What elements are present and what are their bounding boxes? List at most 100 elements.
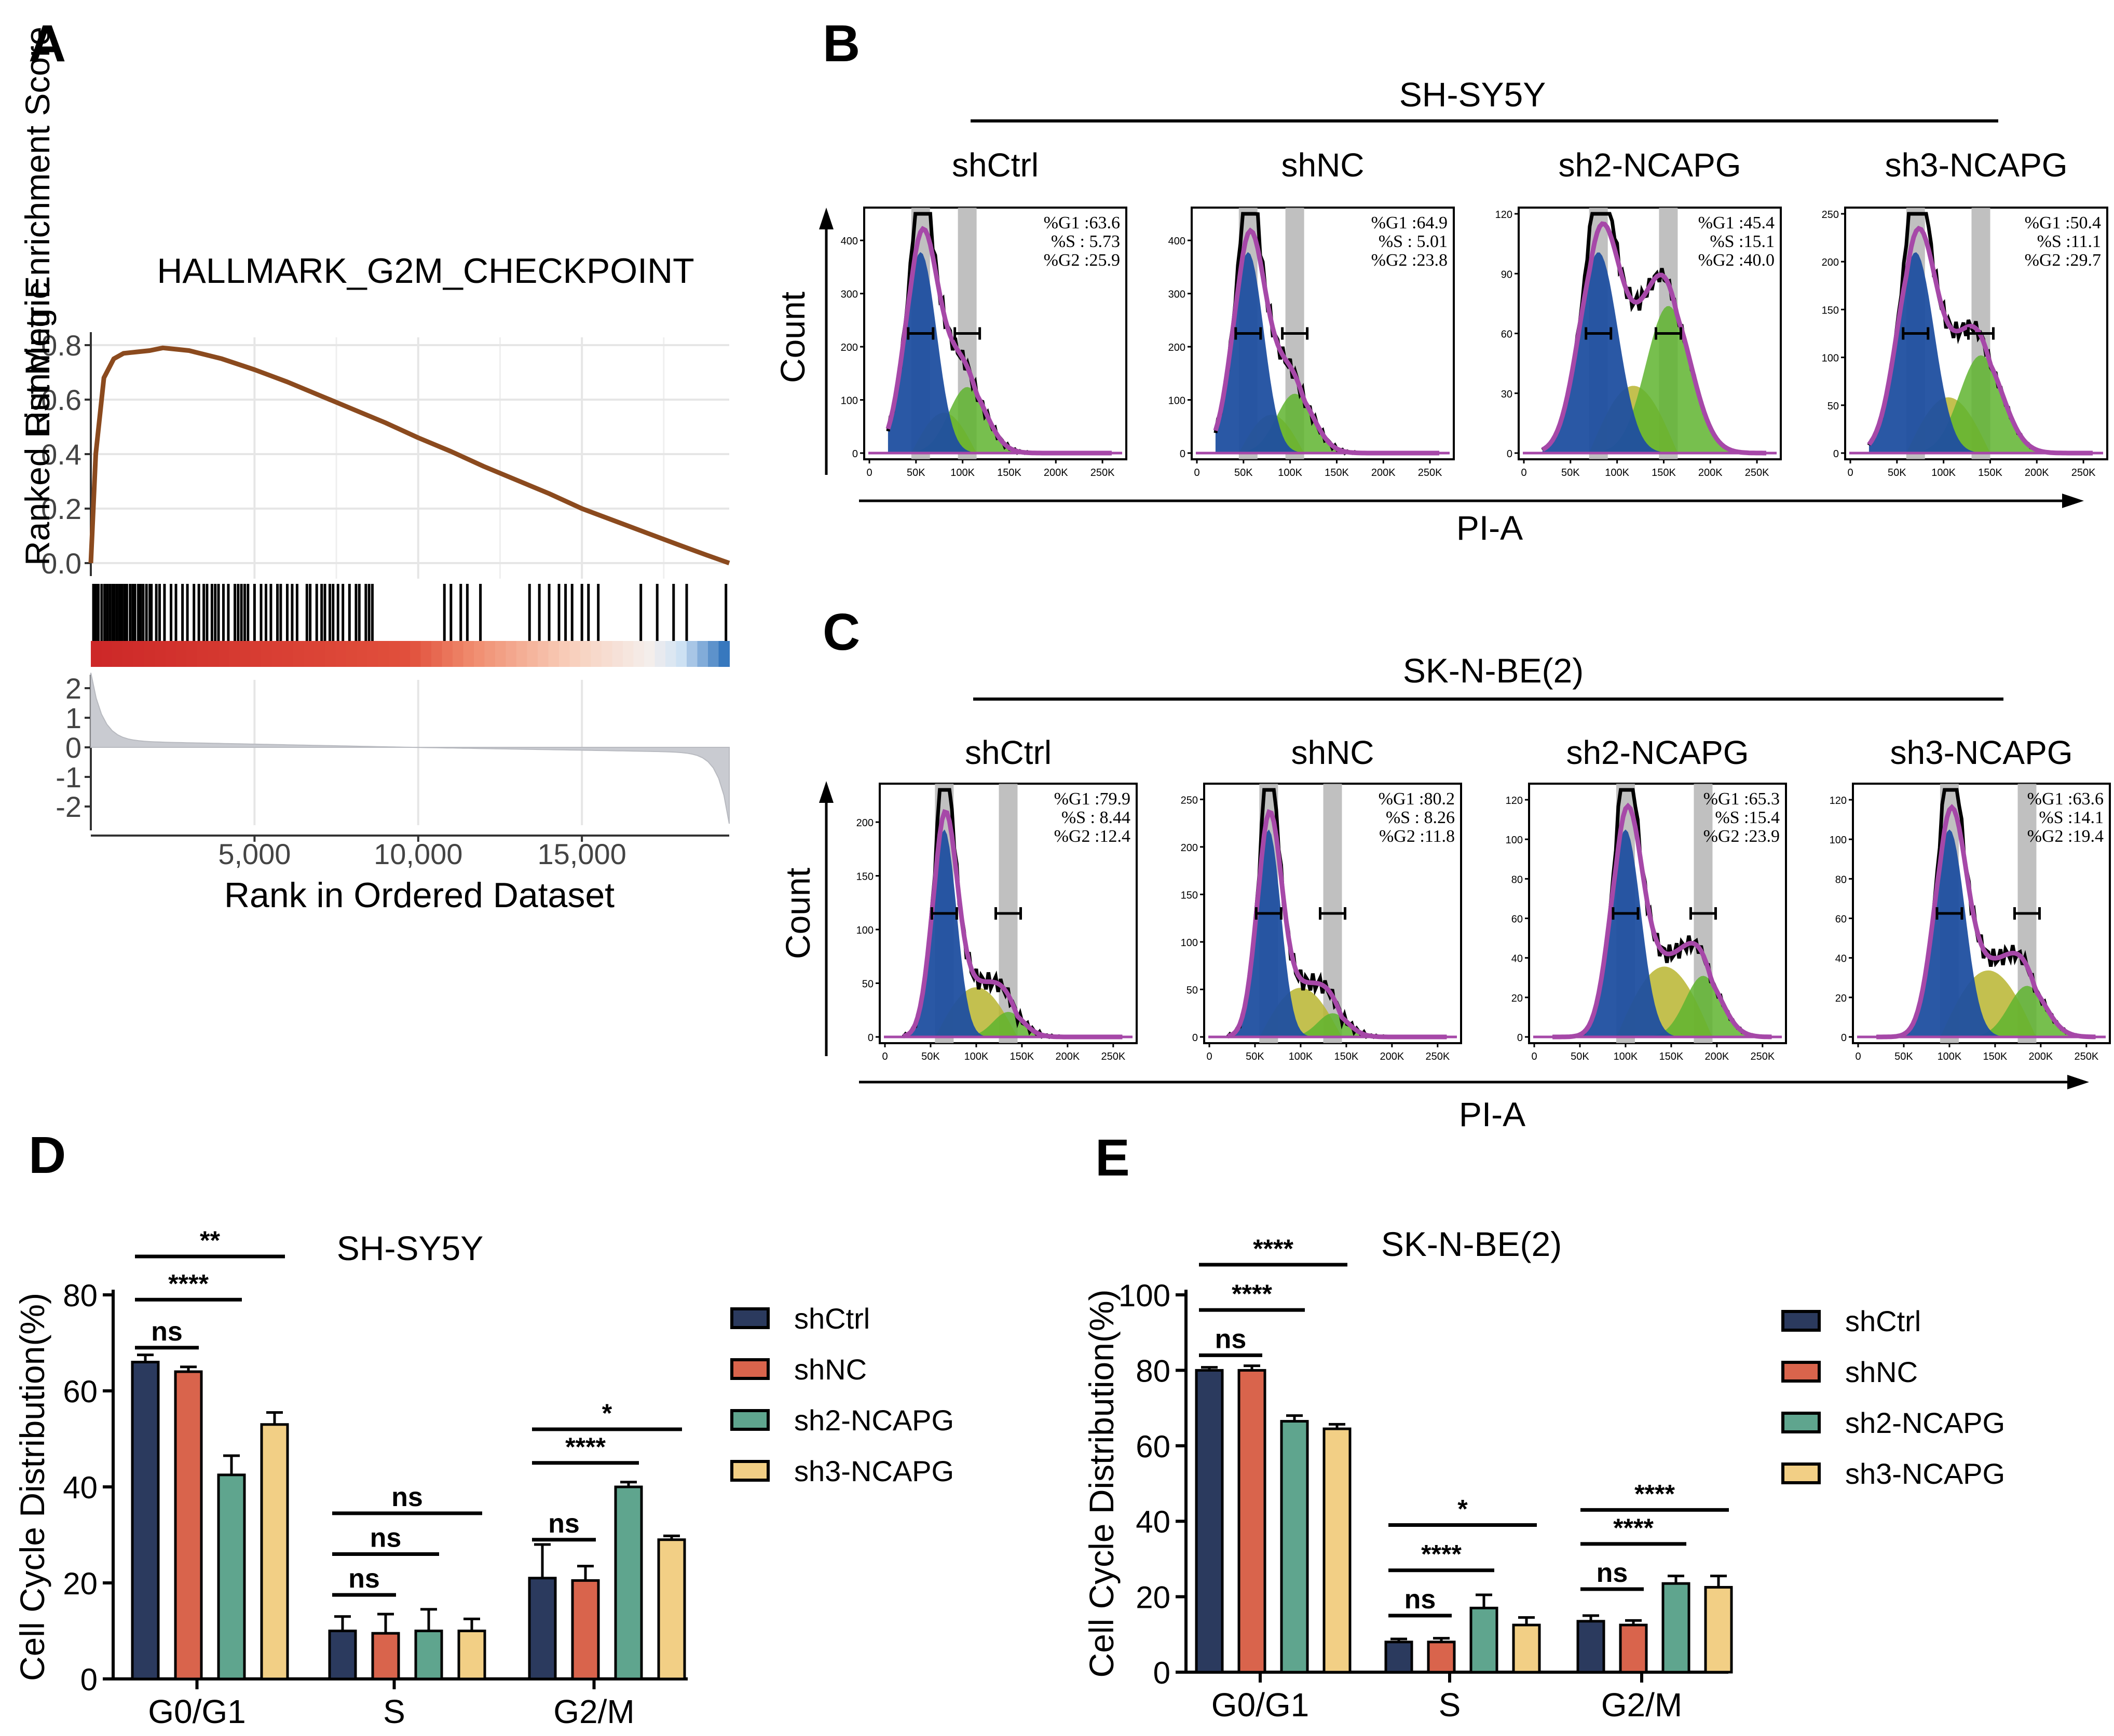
gsea-heat-cell — [389, 641, 400, 667]
hist-y-tick-label: 60 — [1835, 914, 1847, 925]
bar-chart-ylabel: Cell Cycle Distribution(%) — [13, 1293, 51, 1681]
panel-letter-b: B — [823, 15, 860, 73]
g1-peak-fill — [1552, 829, 1772, 1037]
gsea-heat-cell — [548, 641, 560, 667]
hist-x-tick-label: 100K — [1278, 467, 1302, 479]
hist-y-tick-label: 100 — [841, 395, 858, 407]
bar-shCtrl — [528, 1577, 557, 1680]
gsea-heat-cell — [399, 641, 411, 667]
hist-y-tick-label: 200 — [856, 817, 874, 829]
significance-label: ns — [1215, 1324, 1247, 1354]
gsea-heat-cell — [559, 641, 570, 667]
gsea-es-tick-label: 0.0 — [41, 547, 81, 580]
gsea-es-curve — [88, 345, 730, 566]
hist-y-tick-label: 60 — [1511, 914, 1523, 925]
bar-shNC — [371, 1632, 400, 1680]
hist-x-tick-label: 0 — [1194, 467, 1199, 479]
g2-percent: %G2 :23.8 — [1371, 251, 1448, 270]
hist-y-tick-label: 300 — [841, 289, 858, 300]
hist-x-tick-label: 50K — [1246, 1051, 1264, 1062]
hist-y-tick-label: 20 — [1511, 993, 1523, 1004]
gsea-heat-cell — [240, 641, 251, 667]
bar-shNC — [1619, 1623, 1648, 1674]
bar-shCtrl — [1576, 1620, 1605, 1674]
g1-peak-fill — [1868, 252, 2093, 453]
gsea-es-tick-label: 0.8 — [41, 329, 81, 362]
gsea-heat-cell — [197, 641, 209, 667]
gsea-heat-cell — [474, 641, 485, 667]
hist-x-tick-label: 150K — [997, 467, 1021, 479]
gsea-heat-cell — [367, 641, 379, 667]
gsea-plot: HALLMARK_G2M_CHECKPOINT 0.00.20.40.60.8 … — [18, 26, 730, 915]
gsea-heat-cell — [293, 641, 304, 667]
s-phase-fill — [1552, 966, 1772, 1037]
hist-x-tick-label: 0 — [882, 1051, 888, 1062]
hist-y-tick-label: 0 — [1507, 448, 1512, 460]
hist-y-tick-label: 90 — [1501, 269, 1512, 280]
gsea-heat-cell — [527, 641, 538, 667]
hist-y-tick-label: 50 — [1827, 401, 1839, 412]
gsea-heat-cell — [612, 641, 623, 667]
g2-percent: %G2 :23.9 — [1703, 827, 1780, 846]
hist-y-tick-label: 0 — [1841, 1032, 1847, 1044]
gsea-heat-cell — [165, 641, 176, 667]
hist-x-tick-label: 50K — [1234, 467, 1253, 479]
gsea-heat-cell — [261, 641, 272, 667]
flow-panel-c: SK-N-BE(2) Count PI-A shCtrl050100150200… — [779, 651, 2111, 1133]
hist-x-tick-label: 50K — [1571, 1051, 1589, 1062]
significance-label: ns — [1404, 1584, 1436, 1615]
s-percent: %S : 5.01 — [1379, 232, 1448, 251]
s-percent: %S :15.4 — [1715, 808, 1780, 827]
hist-y-tick-label: 60 — [1501, 329, 1512, 340]
model-fit-line — [1552, 802, 1772, 1040]
bar-chart-title: SK-N-BE(2) — [1381, 1225, 1562, 1263]
hist-x-tick-label: 100K — [964, 1051, 989, 1062]
s-phase-fill — [1876, 970, 2096, 1037]
bar-y-tick-label: 20 — [1136, 1580, 1170, 1615]
hist-y-tick-label: 20 — [1835, 993, 1847, 1004]
gsea-heat-cell — [271, 641, 283, 667]
bar-sh3-NCAPG — [1322, 1427, 1352, 1674]
gsea-heat-cell — [676, 641, 687, 667]
count-arrow-head — [819, 208, 834, 229]
hist-y-tick-label: 0 — [868, 1032, 874, 1044]
hist-y-tick-label: 50 — [862, 979, 874, 990]
bar-chart-title: SH-SY5Y — [337, 1229, 483, 1267]
hist-y-tick-label: 400 — [1168, 236, 1185, 247]
bar-sh3-NCAPG — [457, 1630, 486, 1680]
gsea-heat-cell — [569, 641, 581, 667]
hist-y-tick-label: 80 — [1511, 874, 1523, 885]
bar-shNC — [1237, 1369, 1266, 1674]
hist-x-tick-label: 250K — [1090, 467, 1115, 479]
gsea-heat-cell — [516, 641, 528, 667]
hist-x-tick-label: 50K — [907, 467, 925, 479]
gsea-heat-cell — [219, 641, 230, 667]
hist-y-tick-label: 30 — [1501, 389, 1512, 400]
bar-sh2-NCAPG — [1661, 1582, 1690, 1674]
legend-swatch-sh3-NCAPG — [1781, 1462, 1821, 1484]
sample-label: shCtrl — [952, 146, 1039, 184]
hist-y-tick-label: 0 — [1180, 448, 1185, 460]
gsea-x-tick-label: 5,000 — [218, 838, 291, 870]
s-percent: %S :11.1 — [2037, 232, 2101, 251]
gsea-heat-cell — [420, 641, 432, 667]
bar-y-tick-label: 40 — [63, 1470, 98, 1505]
hist-y-tick-label: 200 — [841, 342, 858, 353]
hist-y-tick-label: 100 — [1168, 395, 1185, 407]
bar-category-label: S — [383, 1693, 405, 1730]
bar-shNC — [571, 1579, 600, 1680]
s-percent: %S :15.1 — [1710, 232, 1775, 251]
significance-label: **** — [1613, 1513, 1654, 1542]
g2-peak-fill — [903, 1011, 1123, 1037]
legend-swatch-sh3-NCAPG — [730, 1460, 770, 1482]
hist-x-tick-label: 200K — [1704, 1051, 1729, 1062]
hist-y-tick-label: 250 — [1181, 795, 1198, 806]
bar-sh3-NCAPG — [1512, 1623, 1541, 1674]
legend-label: shNC — [794, 1353, 867, 1386]
gsea-heat-cell — [112, 641, 124, 667]
significance-label: ns — [348, 1564, 380, 1594]
hist-y-tick-label: 0 — [852, 448, 858, 460]
hist-x-tick-label: 0 — [1206, 1051, 1212, 1062]
gsea-heat-cell — [155, 641, 166, 667]
